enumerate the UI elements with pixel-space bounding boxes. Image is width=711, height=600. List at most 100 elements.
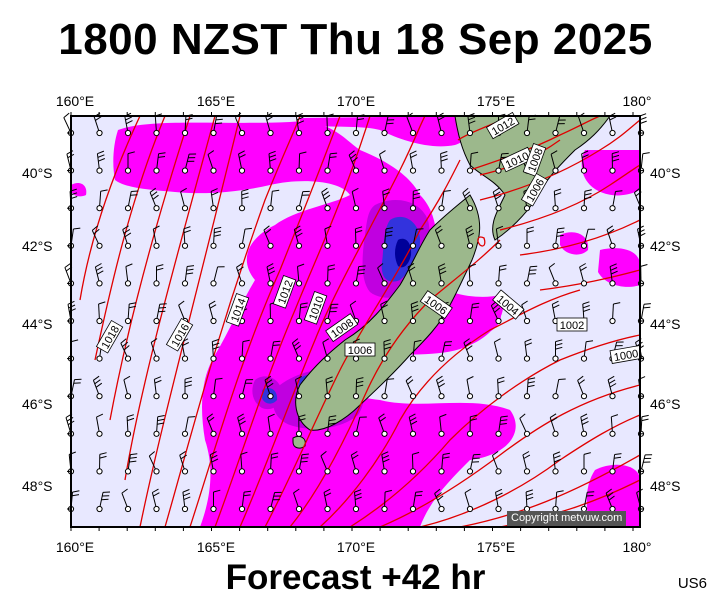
wind-barb-feather: [353, 338, 360, 343]
lon-label-170-bottom: 170°E: [336, 539, 376, 555]
wind-station: [153, 317, 160, 325]
wind-station: [124, 205, 132, 212]
wind-station: [352, 129, 360, 137]
wind-station: [495, 167, 502, 174]
wind-barb-feather: [413, 189, 421, 192]
wind-barb-feather: [272, 189, 280, 192]
wind-station: [438, 205, 445, 212]
wind-barb-feather: [153, 225, 160, 230]
wind-barb-feather: [381, 304, 388, 309]
wind-barb-feather: [580, 266, 587, 272]
wind-barb-feather: [526, 230, 534, 233]
wind-barb-feather: [180, 187, 187, 193]
wind-barb-feather: [614, 456, 622, 459]
wind-barb-feather: [299, 151, 307, 155]
wind-station: [466, 205, 474, 212]
wind-station: [466, 355, 474, 362]
wind-barb-feather: [587, 491, 595, 493]
wind-barb-feather: [528, 118, 536, 121]
wind-barb-feather: [123, 345, 130, 351]
wind-station: [495, 280, 502, 287]
wind-barb-feather: [294, 345, 302, 351]
wind-station: [381, 355, 388, 362]
wind-barb-feather: [519, 413, 526, 419]
wind-station: [153, 242, 160, 249]
wind-station: [580, 129, 588, 137]
wind-station: [153, 205, 160, 212]
wind-barb-feather: [358, 269, 366, 271]
lon-label-175-bottom: 175°E: [476, 539, 516, 555]
wind-station: [552, 129, 559, 137]
wind-barb-feather: [238, 150, 245, 155]
wind-barb-feather: [379, 416, 386, 422]
wind-station: [210, 317, 217, 325]
wind-barb-feather: [213, 489, 221, 493]
wind-barb-feather: [409, 150, 417, 155]
wind-barb-feather: [494, 338, 501, 343]
wind-barb-feather: [356, 377, 364, 380]
wind-station: [352, 167, 360, 174]
wind-station: [580, 205, 588, 212]
wind-barb-feather: [296, 232, 303, 238]
wind-barb-feather: [526, 226, 534, 230]
wind-barb-feather: [415, 491, 423, 493]
wind-barb-feather: [151, 191, 158, 197]
wind-station: [267, 393, 274, 400]
wind-station: [466, 317, 474, 325]
wind-barb-feather: [272, 344, 280, 346]
wind-barb-feather: [184, 384, 192, 388]
wind-barb-feather: [527, 381, 535, 384]
wind-barb-feather: [354, 492, 362, 497]
wind-barb-feather: [384, 346, 392, 350]
wind-station: [552, 468, 559, 475]
wind-barb-feather: [328, 419, 336, 422]
lon-label-180-bottom: 180°: [622, 539, 652, 555]
wind-station: [295, 505, 303, 513]
wind-station: [552, 242, 559, 249]
wind-barb-feather: [579, 263, 586, 268]
wind-barb-feather: [294, 225, 301, 230]
wind-station: [324, 430, 331, 437]
wind-barb-feather: [154, 379, 162, 384]
wind-barb-feather: [464, 488, 472, 494]
wind-station: [181, 167, 189, 174]
wind-barb-feather: [127, 151, 135, 155]
wind-station: [324, 242, 331, 249]
wind-barb-feather: [577, 375, 584, 381]
wind-station: [295, 355, 303, 362]
wind-station: [381, 430, 388, 437]
wind-station: [495, 317, 502, 325]
wind-barb-feather: [215, 118, 223, 121]
wind-station: [381, 242, 388, 249]
wind-barb-feather: [271, 452, 279, 455]
wind-station: [96, 430, 103, 437]
isobar-label: 1002: [556, 317, 588, 332]
wind-barb-feather: [126, 414, 134, 418]
wind-station: [210, 129, 217, 137]
wind-barb-feather: [123, 228, 131, 234]
wind-station: [466, 505, 474, 513]
wind-barb-feather: [438, 116, 445, 121]
wind-barb-feather: [150, 338, 158, 343]
wind-station: [124, 393, 132, 400]
wind-barb-feather: [552, 300, 559, 305]
wind-barb-feather: [158, 152, 166, 155]
wind-barb-feather: [437, 379, 444, 384]
wind-barb-feather: [185, 117, 193, 121]
wind-station: [181, 430, 189, 437]
wind-barb-feather: [548, 262, 556, 269]
wind-station: [210, 242, 217, 249]
wind-station: [181, 129, 189, 137]
wind-barb-feather: [609, 116, 617, 121]
wind-station: [352, 505, 360, 513]
wind-station: [210, 430, 217, 437]
wind-barb-feather: [382, 458, 390, 463]
wind-barb-feather: [121, 488, 128, 494]
wind-station: [352, 205, 360, 212]
wind-barb-feather: [264, 375, 272, 381]
wind-barb-feather: [583, 308, 591, 312]
wind-barb-feather: [383, 342, 391, 346]
wind-barb-feather: [215, 377, 223, 380]
wind-station: [324, 129, 331, 137]
lon-label-160: 160°E: [55, 93, 95, 109]
